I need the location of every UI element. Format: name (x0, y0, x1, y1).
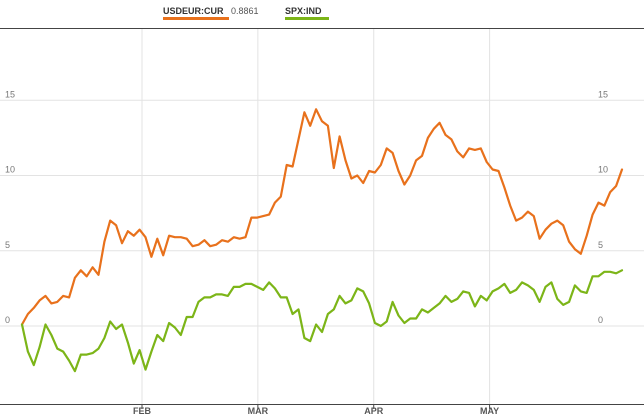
y-tick-right-0: 0 (598, 315, 603, 325)
legend[interactable]: USDEUR:CUR 0.8861 SPX:IND (163, 6, 329, 20)
legend-value: 0.8861 (231, 6, 259, 16)
legend-swatch (163, 17, 229, 20)
x-tick-mar: MAR (248, 406, 269, 416)
legend-swatch (285, 17, 329, 20)
y-tick-right-10: 10 (598, 165, 608, 175)
y-tick-left-10: 10 (5, 165, 15, 175)
series-layer (20, 108, 624, 373)
legend-label: SPX:IND (285, 6, 322, 16)
x-tick-apr: APR (364, 406, 384, 416)
y-tick-right-5: 5 (598, 240, 603, 250)
x-tick-feb: FEB (133, 406, 152, 416)
legend-item-usdeur-cur[interactable]: USDEUR:CUR 0.8861 (163, 6, 259, 20)
y-tick-left-5: 5 (5, 240, 10, 250)
y-tick-right-15: 15 (598, 89, 608, 99)
y-tick-left-0: 0 (5, 315, 10, 325)
series-line-usdeur-cur (20, 108, 624, 326)
y-tick-left-15: 15 (5, 89, 15, 99)
x-tick-may: MAY (480, 406, 499, 416)
series-line-spx-ind (20, 269, 624, 373)
legend-label: USDEUR:CUR (163, 6, 224, 16)
axes: 0 0 5 5 10 10 15 15 FEB MAR APR MAY (0, 28, 644, 416)
grid (0, 29, 644, 404)
legend-item-spx-ind[interactable]: SPX:IND (285, 6, 329, 20)
